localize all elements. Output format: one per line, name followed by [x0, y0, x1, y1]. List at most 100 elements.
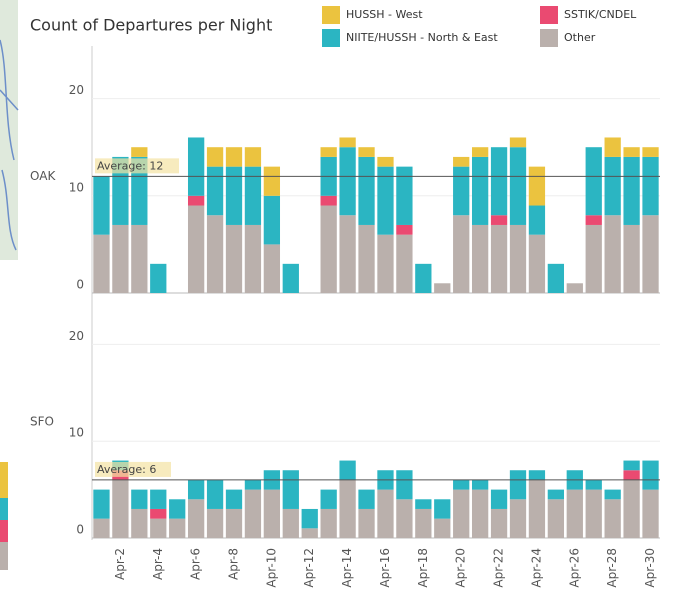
bar-segment — [339, 147, 355, 215]
bar-segment — [264, 244, 280, 293]
bar-segment — [93, 490, 109, 519]
bar-segment — [529, 167, 545, 206]
bar-segment — [434, 283, 450, 293]
bar-segment — [245, 490, 261, 538]
bar-segment — [302, 528, 318, 538]
x-tick-label: Apr-14 — [340, 548, 354, 588]
bar-segment — [207, 147, 223, 166]
bar-segment — [321, 206, 337, 293]
bar-segment — [567, 283, 583, 293]
bar-segment — [188, 196, 204, 206]
bar-segment — [605, 215, 621, 293]
y-tick-label: 10 — [69, 426, 84, 440]
bar-segment — [188, 137, 204, 195]
bar-segment — [586, 147, 602, 215]
bar-segment — [605, 499, 621, 538]
bar-segment — [510, 137, 526, 147]
bar-segment — [453, 157, 469, 167]
bar-segment — [586, 215, 602, 225]
x-tick-label: Apr-30 — [643, 548, 657, 588]
bar-segment — [169, 499, 185, 518]
bar-segment — [321, 490, 337, 509]
bar-segment — [226, 147, 242, 166]
bar-segment — [188, 480, 204, 499]
y-tick-label: 20 — [69, 83, 84, 97]
x-tick-label: Apr-24 — [529, 548, 543, 588]
legend-swatch — [322, 29, 340, 47]
bar-segment — [188, 206, 204, 293]
bar-segment — [491, 215, 507, 225]
bar-segment — [396, 470, 412, 499]
x-tick-label: Apr-6 — [189, 548, 203, 580]
bar-segment — [207, 167, 223, 216]
bar-segment — [529, 470, 545, 480]
bar-segment — [339, 480, 355, 538]
average-label: Average: 6 — [97, 463, 156, 476]
bar-segment — [623, 470, 639, 480]
bar-segment — [529, 206, 545, 235]
bar-segment — [623, 461, 639, 471]
legend-label: Other — [564, 31, 596, 44]
legend-swatch — [540, 6, 558, 24]
x-tick-label: Apr-18 — [416, 548, 430, 588]
bar-segment — [188, 499, 204, 538]
legend-swatch — [322, 6, 340, 24]
bar-segment — [226, 490, 242, 509]
bar-segment — [112, 225, 128, 293]
background-map — [0, 0, 18, 570]
legend-label: SSTIK/CNDEL — [564, 8, 637, 21]
bar-segment — [150, 490, 166, 509]
bar-segment — [642, 157, 658, 215]
bar-segment — [245, 167, 261, 225]
bar-segment — [321, 147, 337, 157]
y-tick-label: 0 — [76, 278, 84, 292]
bar-segment — [396, 235, 412, 293]
bar-segment — [396, 167, 412, 225]
chart-title: Count of Departures per Night — [30, 16, 272, 35]
bar-segment — [150, 519, 166, 538]
bar-segment — [453, 167, 469, 216]
bar-segment — [510, 470, 526, 499]
bar-segment — [339, 461, 355, 480]
bar-segment — [510, 225, 526, 293]
bar-segment — [226, 225, 242, 293]
bar-segment — [169, 519, 185, 538]
bar-segment — [472, 225, 488, 293]
bar-segment — [642, 461, 658, 490]
bar-segment — [339, 137, 355, 147]
bar-segment — [264, 196, 280, 245]
bar-segment — [605, 137, 621, 156]
bar-segment — [131, 509, 147, 538]
chart: Count of Departures per Night HUSSH - We… — [0, 0, 675, 596]
bar-segment — [491, 509, 507, 538]
bar-segment — [150, 509, 166, 519]
bar-segment — [453, 490, 469, 538]
bar-segment — [415, 499, 431, 509]
bar-segment — [358, 157, 374, 225]
bar-segment — [491, 147, 507, 215]
bar-segment — [548, 499, 564, 538]
bar-segment — [623, 157, 639, 225]
bar-segment — [283, 509, 299, 538]
bar-segment — [510, 147, 526, 225]
bar-segment — [567, 490, 583, 538]
x-tick-label: Apr-8 — [227, 548, 241, 580]
legend-label: NIITE/HUSSH - North & East — [346, 31, 498, 44]
bar-segment — [377, 490, 393, 538]
bar-segment — [226, 167, 242, 225]
panel-label: SFO — [30, 415, 54, 429]
bar-segment — [302, 509, 318, 528]
bar-segment — [283, 264, 299, 293]
legend-label: HUSSH - West — [346, 8, 423, 21]
bar-segment — [623, 225, 639, 293]
bar-segment — [453, 480, 469, 490]
bar-segment — [131, 225, 147, 293]
x-tick-label: Apr-26 — [567, 548, 581, 588]
bar-segment — [491, 225, 507, 293]
bar-segment — [586, 490, 602, 538]
bar-segment — [377, 235, 393, 293]
bar-segment — [264, 490, 280, 538]
x-tick-label: Apr-2 — [113, 548, 127, 580]
bar-segment — [605, 490, 621, 500]
bar-segment — [548, 264, 564, 293]
